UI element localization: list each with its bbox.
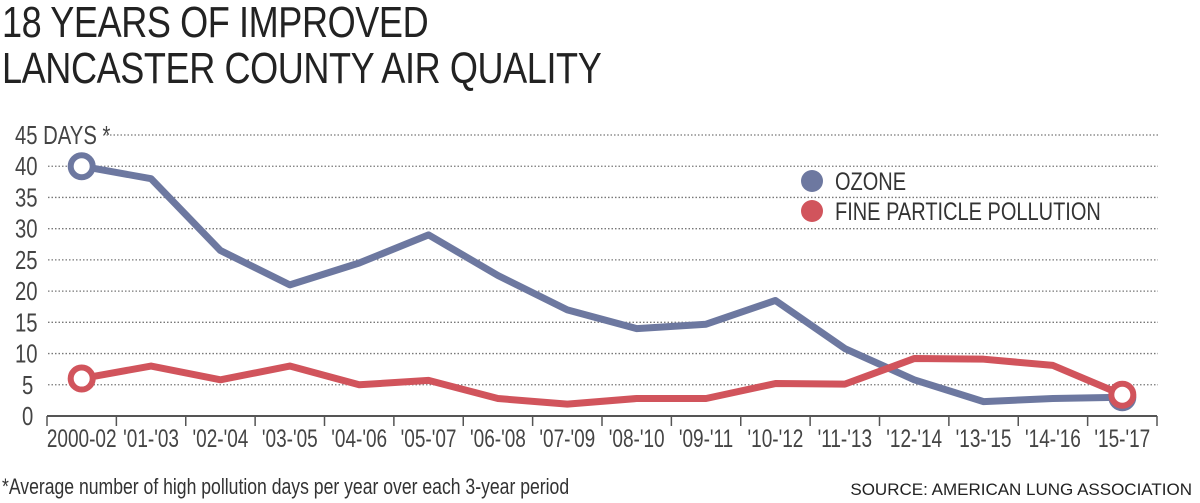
source-note: SOURCE: AMERICAN LUNG ASSOCIATION	[850, 480, 1192, 499]
x-tick-label: '14-'16	[1025, 424, 1081, 452]
x-tick-label: 2000-02	[47, 424, 117, 452]
y-tick-label: 45 DAYS *	[15, 121, 110, 150]
x-tick-label: '13-'15	[956, 424, 1012, 452]
endpoint-marker	[67, 152, 96, 181]
series-line-fine-particle	[78, 355, 1126, 408]
endpoint-marker	[67, 364, 96, 393]
y-tick-label: 15	[15, 308, 38, 337]
x-tick-label: '01-'03	[123, 424, 179, 452]
y-tick-label: 25	[15, 245, 38, 274]
x-tick-label: '04-'06	[331, 424, 387, 452]
x-tick-label: '11-'13	[818, 424, 872, 452]
x-tick-label: '07-'09	[539, 424, 595, 452]
y-tick-label: 5	[22, 370, 33, 399]
title-line-2: LANCASTER COUNTY AIR QUALITY	[2, 44, 602, 93]
x-tick-label: '09-'11	[679, 424, 733, 452]
legend-marker	[801, 170, 823, 192]
x-tick-label: '06-'08	[470, 424, 526, 452]
x-tick-label: '15-'17	[1094, 424, 1150, 452]
x-tick-label: '05-'07	[401, 424, 457, 452]
y-tick-label: 0	[22, 402, 33, 431]
legend-marker	[801, 200, 823, 222]
y-tick-label: 35	[15, 183, 38, 212]
series-line-ozone	[78, 162, 1126, 406]
x-tick-label: '03-'05	[262, 424, 318, 452]
x-tick-label: '08-'10	[609, 424, 665, 452]
y-tick-label: 30	[15, 214, 38, 243]
chart-title: 18 YEARS OF IMPROVED LANCASTER COUNTY AI…	[2, 0, 602, 93]
legend-label: FINE PARTICLE POLLUTION	[835, 198, 1101, 226]
x-tick-label: '10-'12	[748, 424, 804, 452]
y-tick-label: 20	[15, 277, 38, 306]
x-tick-label: '02-'04	[193, 424, 249, 452]
legend-label: OZONE	[835, 168, 906, 196]
y-tick-label: 40	[15, 152, 38, 181]
title-line-1: 18 YEARS OF IMPROVED	[2, 0, 429, 47]
footnote: *Average number of high pollution days p…	[2, 474, 570, 499]
endpoint-marker	[1108, 380, 1137, 409]
x-tick-label: '12-'14	[886, 424, 942, 452]
y-tick-label: 10	[15, 339, 38, 368]
